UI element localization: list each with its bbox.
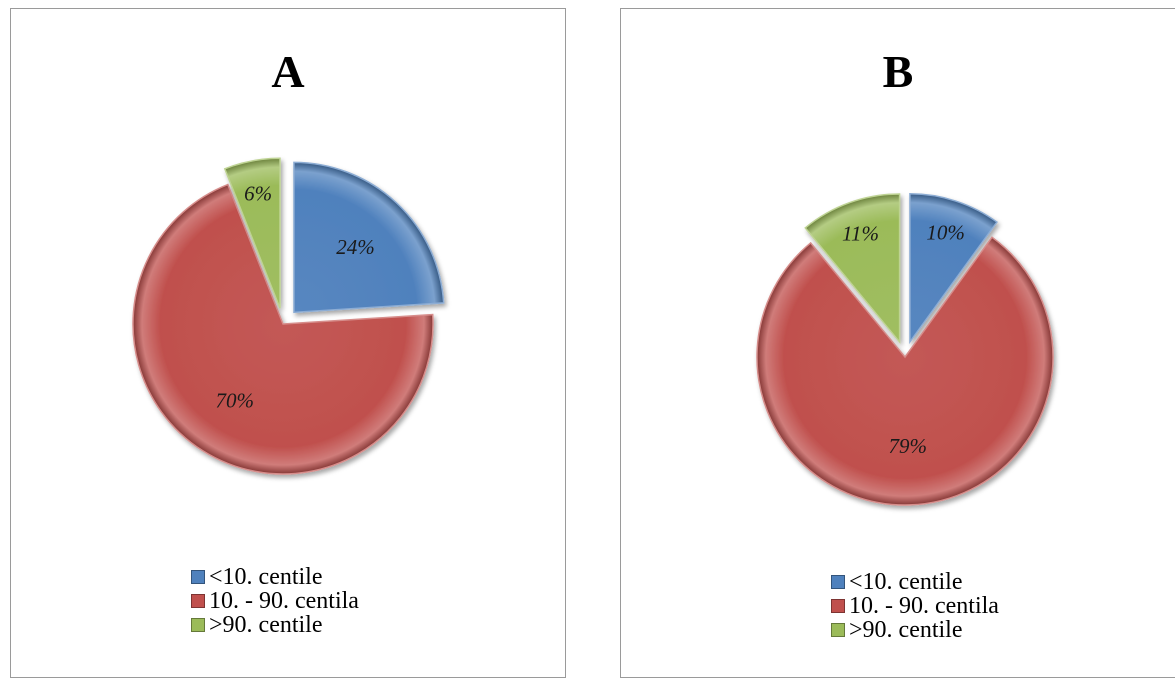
legend-item: >90. centile [191,613,359,637]
legend: <10. centile 10. - 90. centila >90. cent… [191,565,359,637]
data-label: 70% [216,388,255,412]
legend-swatch-green [831,623,845,637]
legend-swatch-blue [831,575,845,589]
legend-label: 10. - 90. centila [849,593,999,619]
chart-panel-a: A 24% 70% 6% <10. centile 10. - 90. centil… [10,8,566,678]
pie-slice [756,236,1054,506]
legend-label: >90. centile [849,617,963,643]
legend-swatch-red [191,594,205,608]
legend-label: 10. - 90. centila [209,588,359,614]
data-label: 79% [889,434,928,458]
data-label: 24% [336,235,375,259]
pie-chart: 24% 70% 6% [132,157,445,475]
chart-panel-b: B 10% 79% 11% <10. centile 10. - 90. centi… [620,8,1175,678]
legend-label: <10. centile [849,569,963,595]
pie-slice [223,157,281,309]
legend-item: <10. centile [831,570,999,594]
chart-title: A [271,46,305,97]
pie-slice [804,193,901,345]
legend-item: 10. - 90. centila [831,594,999,618]
legend-label: >90. centile [209,612,323,638]
legend-item: >90. centile [831,618,999,642]
pie-slice [909,193,998,345]
legend-swatch-red [831,599,845,613]
data-label: 10% [926,220,965,244]
legend: <10. centile 10. - 90. centila >90. cent… [831,570,999,642]
pie-slice [293,161,445,314]
legend-item: <10. centile [191,565,359,589]
data-label: 11% [842,222,879,246]
legend-item: 10. - 90. centila [191,589,359,613]
data-label: 6% [244,182,272,206]
chart-title: B [882,46,914,97]
legend-swatch-blue [191,570,205,584]
pie-slice [132,183,434,475]
pie-chart: 10% 79% 11% [756,193,1054,506]
legend-label: <10. centile [209,564,323,590]
legend-swatch-green [191,618,205,632]
